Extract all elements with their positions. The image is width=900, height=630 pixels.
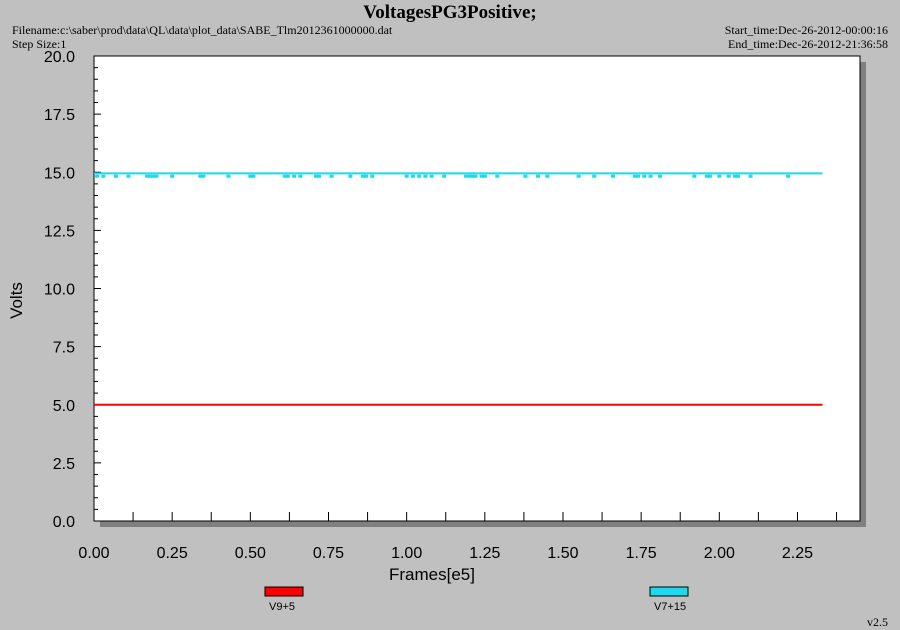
series-dip-point xyxy=(329,174,334,178)
series-dip-point xyxy=(248,174,253,178)
series-dip-point xyxy=(464,174,469,178)
series-dip-point xyxy=(95,174,100,178)
y-tick-label: 15.0 xyxy=(44,165,75,182)
y-tick-label: 10.0 xyxy=(44,282,75,299)
series-dip-point xyxy=(198,174,203,178)
series-dip-point xyxy=(648,174,653,178)
series-dip-point xyxy=(786,174,791,178)
x-tick-label: 1.25 xyxy=(469,545,500,562)
x-axis-label: Frames[e5] xyxy=(389,565,475,584)
series-dip-point xyxy=(657,174,662,178)
series-dip-point xyxy=(285,174,290,178)
y-tick-label: 12.5 xyxy=(44,223,75,240)
series-dip-point xyxy=(611,174,616,178)
series-dip-point xyxy=(692,174,697,178)
x-tick-label: 0.50 xyxy=(235,545,266,562)
series-dip-point xyxy=(226,174,231,178)
plot-frame xyxy=(93,55,861,522)
series-dip-point xyxy=(370,174,375,178)
y-tick-label: 20.0 xyxy=(44,49,75,66)
series-dip-point xyxy=(545,174,550,178)
series-dip-point xyxy=(632,174,637,178)
series-dip-point xyxy=(576,174,581,178)
series-dip-point xyxy=(417,174,422,178)
series-dip-point xyxy=(113,174,118,178)
start-time-label: Start_time:Dec-26-2012-00:00:16 xyxy=(724,23,888,37)
series-dip-point xyxy=(126,174,131,178)
series-dip-point xyxy=(151,174,156,178)
series-dip-point xyxy=(726,174,731,178)
series-dip-point xyxy=(292,174,297,178)
x-tick-label: 0.75 xyxy=(313,545,344,562)
series-dip-point xyxy=(704,174,709,178)
legend-swatch xyxy=(264,586,304,597)
series-dip-point xyxy=(467,174,472,178)
series-dip-point xyxy=(748,174,753,178)
end-time-label: End_time:Dec-26-2012-21:36:58 xyxy=(728,37,888,51)
y-axis-label: Volts xyxy=(7,282,26,319)
x-tick-label: 0.00 xyxy=(78,545,109,562)
series-dip-point xyxy=(282,174,287,178)
series-dip-point xyxy=(423,174,428,178)
x-tick-label: 0.25 xyxy=(157,545,188,562)
x-tick-label: 2.00 xyxy=(704,545,735,562)
y-tick-label: 7.5 xyxy=(53,340,75,357)
series-dip-point xyxy=(313,174,318,178)
series-dip-point xyxy=(429,174,434,178)
version-label: v2.5 xyxy=(867,615,888,629)
series-dip-point xyxy=(101,174,106,178)
series-dip-point xyxy=(442,174,447,178)
series-dip-point xyxy=(348,174,353,178)
chart-title: VoltagesPG3Positive; xyxy=(363,2,537,23)
y-tick-label: 17.5 xyxy=(44,107,75,124)
y-tick-label: 5.0 xyxy=(53,398,75,415)
series-dip-point xyxy=(201,174,206,178)
series-dip-point xyxy=(470,174,475,178)
series-dip-point xyxy=(154,174,159,178)
x-tick-label: 1.75 xyxy=(626,545,657,562)
series-dip-point xyxy=(251,174,256,178)
series-dip-point xyxy=(495,174,500,178)
series-dip-point xyxy=(473,174,478,178)
series-dip-point xyxy=(479,174,484,178)
series-dip-point xyxy=(404,174,409,178)
series-dip-point xyxy=(592,174,597,178)
series-dip-point xyxy=(364,174,369,178)
series-dip-point xyxy=(482,174,487,178)
x-tick-label: 1.00 xyxy=(391,545,422,562)
x-tick-label: 2.25 xyxy=(782,545,813,562)
y-tick-label: 0.0 xyxy=(53,514,75,531)
series-dip-point xyxy=(410,174,415,178)
series-dip-point xyxy=(523,174,528,178)
series-dip-point xyxy=(642,174,647,178)
series-dip-point xyxy=(317,174,322,178)
step-size-label: Step Size:1 xyxy=(12,37,67,51)
series-dip-point xyxy=(535,174,540,178)
filename-label: Filename:c:\saber\prod\data\QL\data\plot… xyxy=(12,23,393,37)
legend-label: V9+5 xyxy=(269,601,295,613)
series-dip-point xyxy=(145,174,150,178)
x-tick-label: 1.50 xyxy=(547,545,578,562)
series-dip-point xyxy=(298,174,303,178)
series-dip-point xyxy=(717,174,722,178)
series-dip-point xyxy=(707,174,712,178)
series-dip-point xyxy=(732,174,737,178)
legend-swatch xyxy=(649,586,689,597)
legend-label: V7+15 xyxy=(654,601,686,613)
series-dip-point xyxy=(170,174,175,178)
series-dip-point xyxy=(360,174,365,178)
y-tick-label: 2.5 xyxy=(53,456,75,473)
series-dip-point xyxy=(636,174,641,178)
series-dip-point xyxy=(148,174,153,178)
series-dip-point xyxy=(736,174,741,178)
